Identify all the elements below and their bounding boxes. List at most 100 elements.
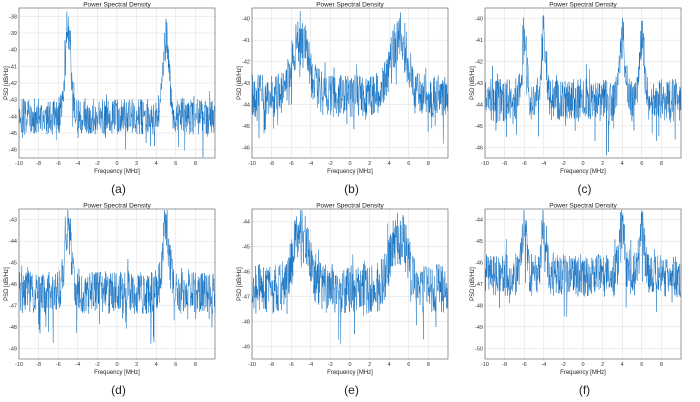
x-tick-label: -4 (75, 362, 80, 368)
x-tick-label: -6 (522, 362, 527, 368)
x-tick-label: 2 (135, 362, 138, 368)
chart-title: Power Spectral Density (549, 203, 617, 210)
x-tick-label: 2 (368, 362, 371, 368)
x-tick-label: -2 (328, 362, 333, 368)
x-tick-label: -8 (36, 362, 41, 368)
psd-series-line (18, 209, 216, 344)
y-tick-label: -41 (475, 38, 483, 44)
y-tick-label: -45 (242, 124, 250, 130)
y-tick-label: -40 (242, 17, 250, 23)
psd-panel-f: -10 -8 -6 -4 -2 0 2 4 6 8 -50 -49 -48 -47 -46 -45 -44 Pow… (468, 201, 700, 402)
psd-panel-a: -10 -8 -6 -4 -2 0 2 4 6 8 -46 -45 -44 -43 -42 -41 -40 -39… (2, 0, 235, 201)
x-tick-label: 2 (368, 161, 371, 167)
psd-chart: -10 -8 -6 -4 -2 0 2 4 6 8 -46 -45 -44 -43 -42 -41 -40 Pow… (237, 2, 449, 175)
psd-panel-e: -10 -8 -6 -4 -2 0 2 4 6 8 -49 -48 -47 -46 -45 -44 Power … (235, 201, 468, 402)
y-tick-label: -45 (475, 124, 483, 130)
axes-frame (484, 7, 682, 159)
x-tick-label: 4 (388, 362, 391, 368)
y-axis-label: PSD [dB/Hz] (237, 66, 243, 100)
x-tick-label: 0 (581, 362, 584, 368)
x-tick-label: -6 (289, 362, 294, 368)
y-tick-label: -41 (9, 64, 17, 70)
x-tick-label: 6 (407, 161, 410, 167)
psd-panel-d: -10 -8 -6 -4 -2 0 2 4 6 8 -49 -48 -47 -46 -45 -44 -43 Pow… (2, 201, 235, 402)
x-tick-label: 8 (194, 362, 197, 368)
axes-frame (18, 7, 216, 159)
x-tick-label: 0 (581, 161, 584, 167)
y-tick-label: -44 (475, 102, 483, 108)
x-tick-label: 0 (115, 362, 118, 368)
chart-title: Power Spectral Density (83, 203, 151, 210)
x-tick-label: 2 (601, 161, 604, 167)
y-tick-label: -43 (9, 98, 17, 104)
y-tick-label: -50 (475, 346, 483, 352)
y-tick-label: -48 (242, 320, 250, 326)
y-tick-label: -39 (9, 31, 17, 37)
y-tick-label: -46 (9, 148, 17, 154)
x-tick-label: -8 (502, 161, 507, 167)
x-axis-label: Frequency [MHz] (560, 169, 606, 175)
x-tick-label: -6 (522, 161, 527, 167)
y-tick-label: -44 (9, 114, 17, 120)
y-tick-label: -47 (9, 303, 17, 309)
x-tick-label: 4 (155, 161, 158, 167)
psd-series-line (484, 210, 682, 317)
panel-caption: (d) (111, 383, 126, 397)
psd-series-line (484, 15, 682, 156)
y-tick-label: -49 (242, 345, 250, 351)
x-tick-label: 0 (348, 362, 351, 368)
y-tick-label: -46 (9, 282, 17, 288)
x-tick-label: -2 (95, 161, 100, 167)
x-tick-label: -8 (269, 161, 274, 167)
y-axis-label: PSD [dB/Hz] (4, 66, 10, 100)
y-tick-label: -46 (475, 145, 483, 151)
x-tick-label: -6 (56, 161, 61, 167)
x-tick-label: -10 (15, 161, 23, 167)
y-tick-label: -49 (475, 325, 483, 331)
y-tick-label: -48 (9, 325, 17, 331)
y-tick-label: -44 (475, 218, 483, 224)
x-tick-label: 4 (621, 362, 624, 368)
x-tick-label: 0 (115, 161, 118, 167)
psd-series-line (251, 209, 449, 345)
y-axis-label: PSD [dB/Hz] (237, 267, 243, 301)
y-tick-label: -43 (9, 218, 17, 224)
x-tick-label: -4 (308, 362, 313, 368)
panel-caption: (c) (577, 182, 592, 196)
x-tick-label: -6 (289, 161, 294, 167)
x-tick-label: -10 (248, 362, 256, 368)
axes-frame (251, 208, 449, 360)
y-axis-label: PSD [dB/Hz] (470, 267, 476, 301)
psd-series-line (251, 11, 449, 144)
x-tick-label: 6 (174, 362, 177, 368)
y-tick-label: -45 (9, 261, 17, 267)
x-axis-label: Frequency [MHz] (94, 169, 140, 175)
y-tick-label: -46 (242, 145, 250, 151)
x-tick-label: -8 (36, 161, 41, 167)
x-axis-label: Frequency [MHz] (327, 370, 373, 376)
x-tick-label: -10 (481, 362, 489, 368)
y-tick-label: -48 (475, 303, 483, 309)
psd-panel-b: -10 -8 -6 -4 -2 0 2 4 6 8 -46 -45 -44 -43 -42 -41 -40 Pow… (235, 0, 468, 201)
x-tick-label: 8 (427, 161, 430, 167)
y-tick-label: -49 (9, 346, 17, 352)
chart-title: Power Spectral Density (549, 2, 617, 9)
y-tick-label: -40 (9, 48, 17, 54)
x-tick-label: -10 (248, 161, 256, 167)
axes-frame (251, 7, 449, 159)
psd-chart: -10 -8 -6 -4 -2 0 2 4 6 8 -49 -48 -47 -46 -45 -44 -43 Pow… (4, 203, 216, 376)
x-tick-label: -4 (541, 161, 546, 167)
y-tick-label: -46 (242, 270, 250, 276)
x-tick-label: -8 (502, 362, 507, 368)
y-tick-label: -45 (475, 239, 483, 245)
psd-chart: -10 -8 -6 -4 -2 0 2 4 6 8 -50 -49 -48 -47 -46 -45 -44 Pow… (470, 203, 682, 376)
chart-title: Power Spectral Density (316, 2, 384, 9)
psd-chart: -10 -8 -6 -4 -2 0 2 4 6 8 -49 -48 -47 -46 -45 -44 Power … (237, 203, 449, 376)
y-tick-label: -47 (242, 295, 250, 301)
y-tick-label: -43 (242, 81, 250, 87)
x-tick-label: -4 (75, 161, 80, 167)
x-tick-label: -4 (308, 161, 313, 167)
x-tick-label: 8 (427, 362, 430, 368)
axes-frame (18, 208, 216, 360)
